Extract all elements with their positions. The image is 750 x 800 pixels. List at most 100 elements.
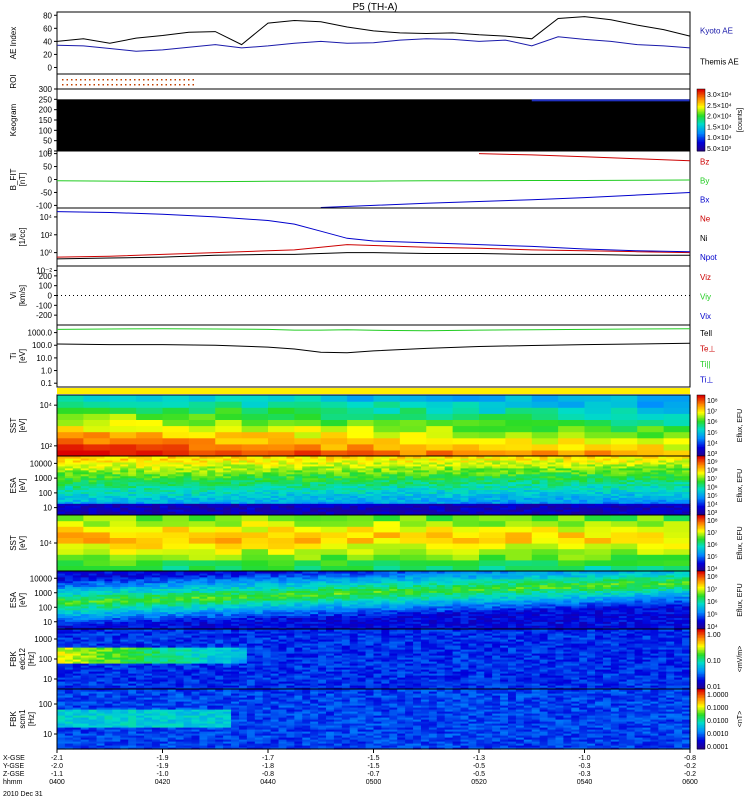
heatmap-cell <box>658 503 667 506</box>
heatmap-cell <box>426 407 454 414</box>
heatmap-cell <box>460 456 470 459</box>
heatmap-cell <box>128 457 137 461</box>
heatmap-cell <box>57 401 84 408</box>
heatmap-cell <box>223 600 232 603</box>
heatmap-cell <box>294 572 303 576</box>
heatmap-cell <box>64 481 74 485</box>
heatmap-cell <box>626 481 636 485</box>
heatmap-cell <box>318 501 327 504</box>
heatmap-cell <box>120 469 129 473</box>
heatmap-cell <box>231 509 240 512</box>
heatmap-cell <box>144 507 153 510</box>
heatmap-cell <box>136 611 145 615</box>
heatmap-cell <box>476 495 485 498</box>
heatmap-cell <box>642 457 652 461</box>
heatmap-cell <box>96 601 106 605</box>
heatmap-cell <box>183 473 193 477</box>
heatmap-cell <box>241 565 269 572</box>
heatmap-cell <box>80 600 90 603</box>
heatmap-cell <box>241 413 269 420</box>
heatmap-cell <box>365 469 375 473</box>
heatmap-cell <box>500 511 509 514</box>
heatmap-cell <box>555 507 564 510</box>
colorbar-cell <box>697 568 705 571</box>
heatmap-cell <box>80 459 90 463</box>
heatmap-cell <box>254 477 264 481</box>
heatmap-cell <box>254 501 264 504</box>
heatmap-cell <box>151 459 161 463</box>
heatmap-cell <box>136 601 145 605</box>
heatmap-cell <box>595 481 604 485</box>
heatmap-cell <box>555 479 564 483</box>
heatmap-cell <box>405 463 414 467</box>
heatmap-cell <box>563 491 572 494</box>
heatmap-cell <box>207 469 216 473</box>
heatmap-cell <box>558 526 586 533</box>
heatmap-cell <box>318 617 327 620</box>
heatmap-cell <box>246 481 256 485</box>
heatmap-cell <box>223 511 232 514</box>
heatmap-cell <box>310 596 319 599</box>
heatmap-cell <box>452 431 480 439</box>
heatmap-cell <box>207 601 216 605</box>
heatmap-cell <box>468 501 477 504</box>
heatmap-cell <box>294 449 322 457</box>
heatmap-cell <box>231 505 240 508</box>
colorbar-cell <box>697 113 705 116</box>
heatmap-cell <box>241 443 269 451</box>
heatmap-cell <box>563 513 572 516</box>
heatmap-cell <box>318 469 327 473</box>
heatmap-cell <box>268 419 295 427</box>
heatmap-cell <box>238 594 248 597</box>
heatmap-cell <box>191 497 201 500</box>
heatmap-cell <box>500 503 509 506</box>
heatmap-cell <box>637 401 665 408</box>
heatmap-cell <box>96 623 106 626</box>
heatmap-cell <box>547 513 557 516</box>
heatmap-cell <box>159 465 169 469</box>
heatmap-cell <box>175 625 185 628</box>
heatmap-cell <box>246 493 256 496</box>
colorbar-cell <box>697 457 705 460</box>
heatmap-cell <box>207 467 216 471</box>
heatmap-cell <box>270 501 280 504</box>
heatmap-cell <box>88 483 98 487</box>
heatmap-cell <box>460 475 470 479</box>
heatmap-cell <box>381 619 390 622</box>
heatmap-cell <box>286 607 295 611</box>
heatmap-cell <box>349 619 359 622</box>
heatmap-cell <box>413 469 422 473</box>
heatmap-cell <box>413 505 422 508</box>
heatmap-cell <box>405 509 414 512</box>
y-tick-label: 100 <box>39 282 53 291</box>
heatmap-cell <box>191 603 201 607</box>
heatmap-cell <box>452 548 480 555</box>
heatmap-cell <box>254 511 264 514</box>
heatmap-cell <box>215 571 224 574</box>
heatmap-cell <box>302 461 311 465</box>
heatmap-cell <box>571 499 580 502</box>
colorbar-cell <box>697 481 705 484</box>
heatmap-cell <box>215 425 243 433</box>
heatmap-cell <box>373 491 383 494</box>
heatmap-cell <box>96 596 106 599</box>
heatmap-cell <box>241 407 269 414</box>
heatmap-cell <box>278 459 288 463</box>
heatmap-cell <box>479 520 506 527</box>
heatmap-cell <box>64 600 74 603</box>
heatmap-cell <box>333 598 343 601</box>
heatmap-cell <box>318 471 327 475</box>
heatmap-cell <box>120 475 129 479</box>
heatmap-cell <box>626 487 636 491</box>
heatmap-cell <box>428 507 438 510</box>
heatmap-cell <box>72 590 82 593</box>
heatmap-cell <box>397 487 406 491</box>
heatmap-cell <box>215 461 224 465</box>
heatmap-cell <box>207 576 216 580</box>
heatmap-cell <box>373 584 383 588</box>
heatmap-cell <box>144 456 153 459</box>
heatmap-cell <box>270 475 280 479</box>
heatmap-cell <box>96 467 106 471</box>
y-axis-label: ROI <box>9 74 18 88</box>
colorbar-tick-label: 10⁴ <box>707 566 718 573</box>
